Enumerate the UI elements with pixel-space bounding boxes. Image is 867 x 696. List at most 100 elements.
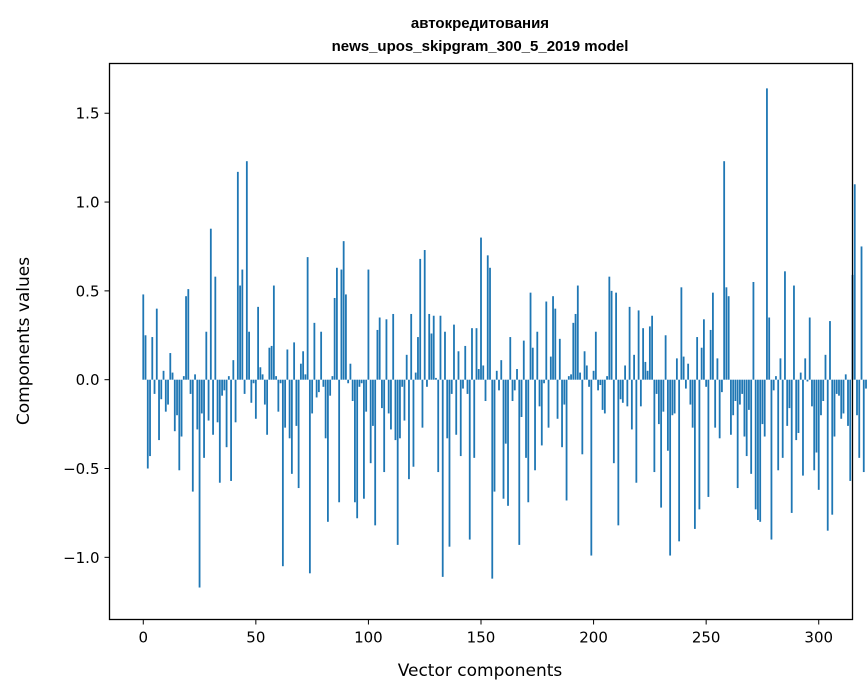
bar — [554, 308, 557, 380]
bar — [721, 379, 723, 393]
bar — [739, 379, 741, 405]
bar — [657, 379, 660, 425]
bar — [486, 255, 489, 380]
bar — [585, 365, 588, 380]
x-tick-label: 150 — [467, 629, 496, 647]
bar — [243, 379, 246, 394]
bar — [342, 241, 345, 380]
bar — [475, 328, 478, 380]
bar — [511, 379, 514, 402]
bar — [308, 379, 311, 574]
bar — [529, 292, 532, 380]
bar — [549, 356, 552, 380]
bar — [759, 379, 762, 522]
bar — [363, 379, 365, 499]
bar — [281, 379, 284, 567]
bar — [356, 379, 359, 519]
bar — [484, 379, 487, 402]
bar — [324, 379, 327, 439]
bar — [856, 379, 858, 416]
bar — [459, 379, 462, 457]
bar — [590, 379, 593, 556]
bar — [297, 379, 300, 489]
bar — [144, 335, 147, 380]
bar — [770, 379, 773, 540]
bar — [378, 317, 381, 380]
bar — [669, 379, 672, 556]
bar — [808, 317, 811, 380]
bar — [714, 379, 717, 428]
bar — [736, 379, 739, 489]
bar — [703, 319, 705, 380]
y-tick-label: 1.5 — [76, 105, 100, 123]
bar — [527, 379, 530, 503]
bar — [198, 379, 201, 588]
y-tick-label: 0.0 — [76, 371, 100, 389]
bar — [403, 379, 406, 421]
bar — [772, 379, 775, 391]
bar — [799, 372, 802, 380]
bar — [831, 379, 834, 515]
bar — [862, 379, 865, 473]
bar — [155, 308, 158, 380]
bar — [838, 379, 840, 396]
bar — [671, 379, 674, 416]
bar — [439, 315, 442, 380]
bar — [336, 267, 338, 380]
bar — [520, 379, 523, 417]
bar — [619, 379, 622, 400]
bar — [390, 379, 392, 430]
bar — [414, 372, 417, 380]
bar — [691, 379, 694, 428]
bar — [401, 379, 404, 387]
bar — [396, 379, 399, 545]
bar — [538, 379, 541, 407]
bar — [338, 379, 341, 503]
bar — [684, 379, 687, 389]
bar — [525, 379, 527, 458]
bar — [504, 379, 507, 444]
bar — [630, 379, 633, 430]
bar — [212, 379, 214, 435]
bar — [777, 379, 780, 471]
bar — [151, 337, 154, 380]
bar — [191, 379, 194, 492]
bar — [558, 338, 561, 380]
bar — [329, 379, 332, 396]
bar — [513, 379, 516, 391]
bar — [768, 317, 771, 380]
bar — [257, 306, 259, 380]
bar — [173, 379, 176, 432]
bar — [216, 379, 219, 423]
bar — [254, 379, 257, 419]
bar — [743, 379, 746, 437]
bar — [153, 379, 156, 394]
bar — [317, 379, 320, 393]
bar — [354, 379, 356, 503]
bar — [712, 292, 714, 380]
bar — [563, 379, 566, 405]
bar — [142, 294, 145, 380]
bar — [248, 331, 250, 380]
bar — [221, 379, 223, 396]
bar — [495, 370, 498, 380]
bar — [412, 379, 415, 467]
bar — [757, 379, 759, 521]
bar — [218, 379, 221, 483]
bar — [444, 331, 446, 380]
bar — [617, 379, 620, 526]
bar — [678, 379, 681, 542]
y-axis-ticks: −1.0 −0.5 0.0 0.5 1.0 1.5 — [63, 105, 110, 567]
bar — [788, 379, 791, 409]
bar — [367, 269, 370, 380]
bar — [507, 379, 509, 506]
bar — [331, 376, 334, 380]
bar-group — [142, 88, 867, 588]
bar — [806, 379, 809, 382]
bar — [653, 379, 656, 473]
bar — [795, 379, 798, 441]
bar — [696, 337, 699, 380]
x-axis-label: Vector components — [398, 661, 563, 681]
bar — [349, 363, 352, 380]
bar — [579, 372, 581, 380]
